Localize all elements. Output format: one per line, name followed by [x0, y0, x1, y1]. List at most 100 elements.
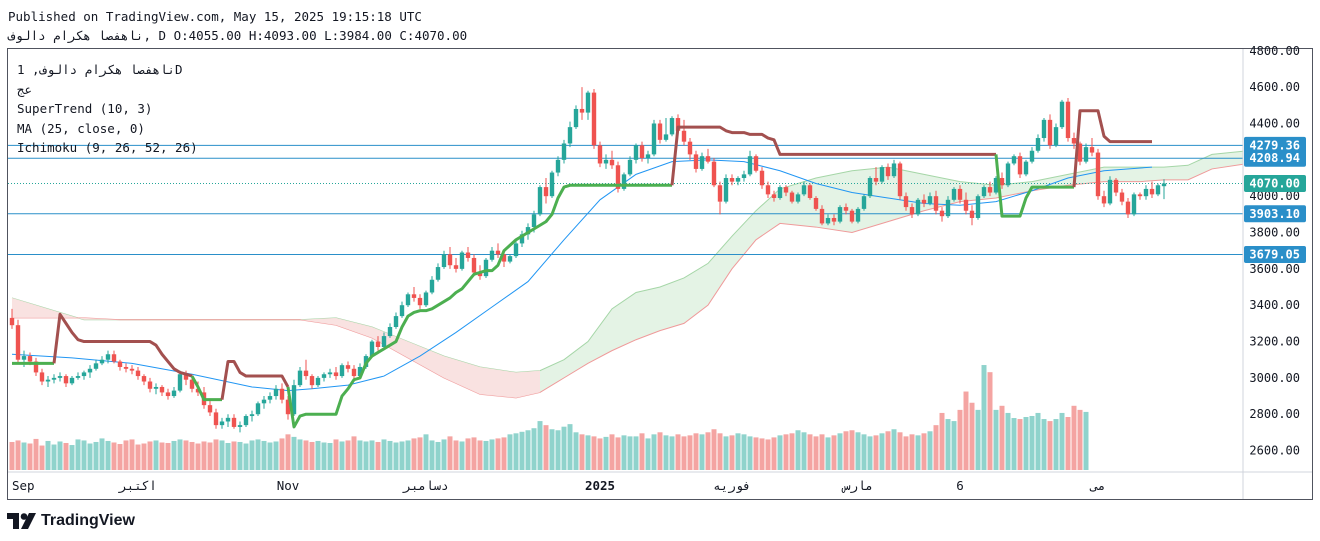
tradingview-logo-icon — [7, 513, 36, 529]
volume-bar — [639, 433, 645, 470]
volume-bar — [357, 440, 363, 470]
candle-body — [297, 370, 303, 386]
candle-body — [597, 145, 603, 164]
candle-body — [1071, 138, 1077, 144]
price-label: 3679.05 — [1249, 247, 1300, 261]
candle-body — [279, 388, 285, 400]
legend-ichimoku[interactable]: Ichimoku (9, 26, 52, 26) — [17, 140, 198, 155]
volume-bar — [423, 434, 429, 470]
volume-bar — [99, 438, 105, 470]
x-tick-label: Nov — [277, 478, 300, 493]
volume-bar — [105, 440, 111, 470]
volume-bar — [1011, 418, 1017, 470]
candle-body — [945, 199, 951, 217]
volume-bar — [63, 442, 69, 470]
volume-bar — [645, 438, 651, 470]
volume-bar — [39, 445, 45, 470]
volume-bar — [927, 431, 933, 470]
volume-bar — [783, 434, 789, 470]
volume-bar — [27, 443, 33, 470]
volume-bar — [903, 436, 909, 470]
volume-bar — [75, 439, 81, 470]
candle-body — [765, 185, 771, 195]
volume-bar — [213, 439, 219, 470]
candle-body — [849, 210, 855, 222]
volume-bar — [333, 439, 339, 470]
volume-bar — [561, 426, 567, 470]
volume-bar — [789, 433, 795, 470]
volume-bar — [1077, 409, 1083, 470]
candle-body — [315, 377, 321, 386]
candle-body — [399, 305, 405, 317]
candle-body — [921, 199, 927, 204]
volume-bar — [117, 444, 123, 470]
y-tick-label: 3800.00 — [1249, 226, 1300, 240]
legend-symbol[interactable]: ناهفصا هکرام دالوف, 1D — [17, 62, 183, 77]
candle-body — [837, 207, 843, 222]
candle-body — [1143, 188, 1149, 197]
volume-bar — [297, 439, 303, 470]
volume-bar — [255, 439, 261, 470]
candle-body — [855, 208, 861, 222]
volume-bar — [693, 433, 699, 470]
legend-supertrend[interactable]: SuperTrend (10, 3) — [17, 101, 153, 116]
volume-bar — [609, 434, 615, 470]
candle-body — [501, 254, 507, 262]
candle-body — [153, 386, 159, 389]
supertrend-down-segment — [1072, 109, 1152, 188]
candle-body — [969, 210, 975, 218]
candle-body — [933, 196, 939, 211]
legend-ma[interactable]: MA (25, close, 0) — [17, 120, 145, 136]
y-tick-label: 4800.00 — [1249, 44, 1300, 58]
volume-bar — [387, 440, 393, 470]
ohlc-open: O:4055.00 — [173, 28, 242, 43]
x-tick-label: مارس — [841, 478, 873, 494]
candle-body — [759, 170, 765, 186]
volume-bar — [963, 391, 969, 470]
candle-body — [591, 92, 597, 146]
volume-bar — [861, 434, 867, 470]
volume-bar — [663, 435, 669, 470]
volume-bar — [723, 436, 729, 470]
volume-bar — [873, 435, 879, 470]
candle-body — [651, 123, 657, 155]
volume-bar — [1017, 419, 1023, 470]
supertrend-down-segment — [220, 360, 290, 400]
volume-bar — [405, 440, 411, 470]
volume-bar — [411, 438, 417, 470]
volume-bar — [957, 409, 963, 470]
price-label-bg — [1244, 245, 1306, 263]
candle-body — [177, 374, 183, 391]
volume-bar — [681, 436, 687, 470]
volume-bar — [465, 438, 471, 470]
volume-bar — [705, 432, 711, 470]
supertrend-up-segment — [994, 154, 1074, 218]
volume-bar — [291, 436, 297, 470]
candle-body — [573, 108, 579, 128]
volume-bar — [555, 430, 561, 470]
volume-bar — [141, 443, 147, 470]
ichimoku-cloud — [12, 151, 1243, 398]
volume-bar — [285, 434, 291, 470]
chart-frame[interactable] — [7, 48, 1313, 500]
volume-bar — [921, 433, 927, 470]
candle-body — [1155, 185, 1161, 195]
volume-bar — [507, 434, 513, 470]
volume-bar — [303, 440, 309, 470]
volume-bar — [195, 443, 201, 470]
candle-body — [471, 257, 477, 273]
candle-body — [903, 196, 909, 208]
y-tick-label: 4400.00 — [1249, 116, 1300, 130]
tradingview-logo[interactable]: TradingView — [7, 512, 135, 530]
volume-bar — [597, 438, 603, 470]
candle-body — [885, 167, 891, 177]
candle-body — [249, 414, 255, 417]
volume-bar — [909, 434, 915, 470]
candle-body — [345, 365, 351, 369]
candle-body — [951, 188, 957, 200]
candle-body — [423, 292, 429, 306]
volume-bar — [699, 434, 705, 470]
volume-bar — [675, 434, 681, 470]
candle-body — [633, 145, 639, 160]
